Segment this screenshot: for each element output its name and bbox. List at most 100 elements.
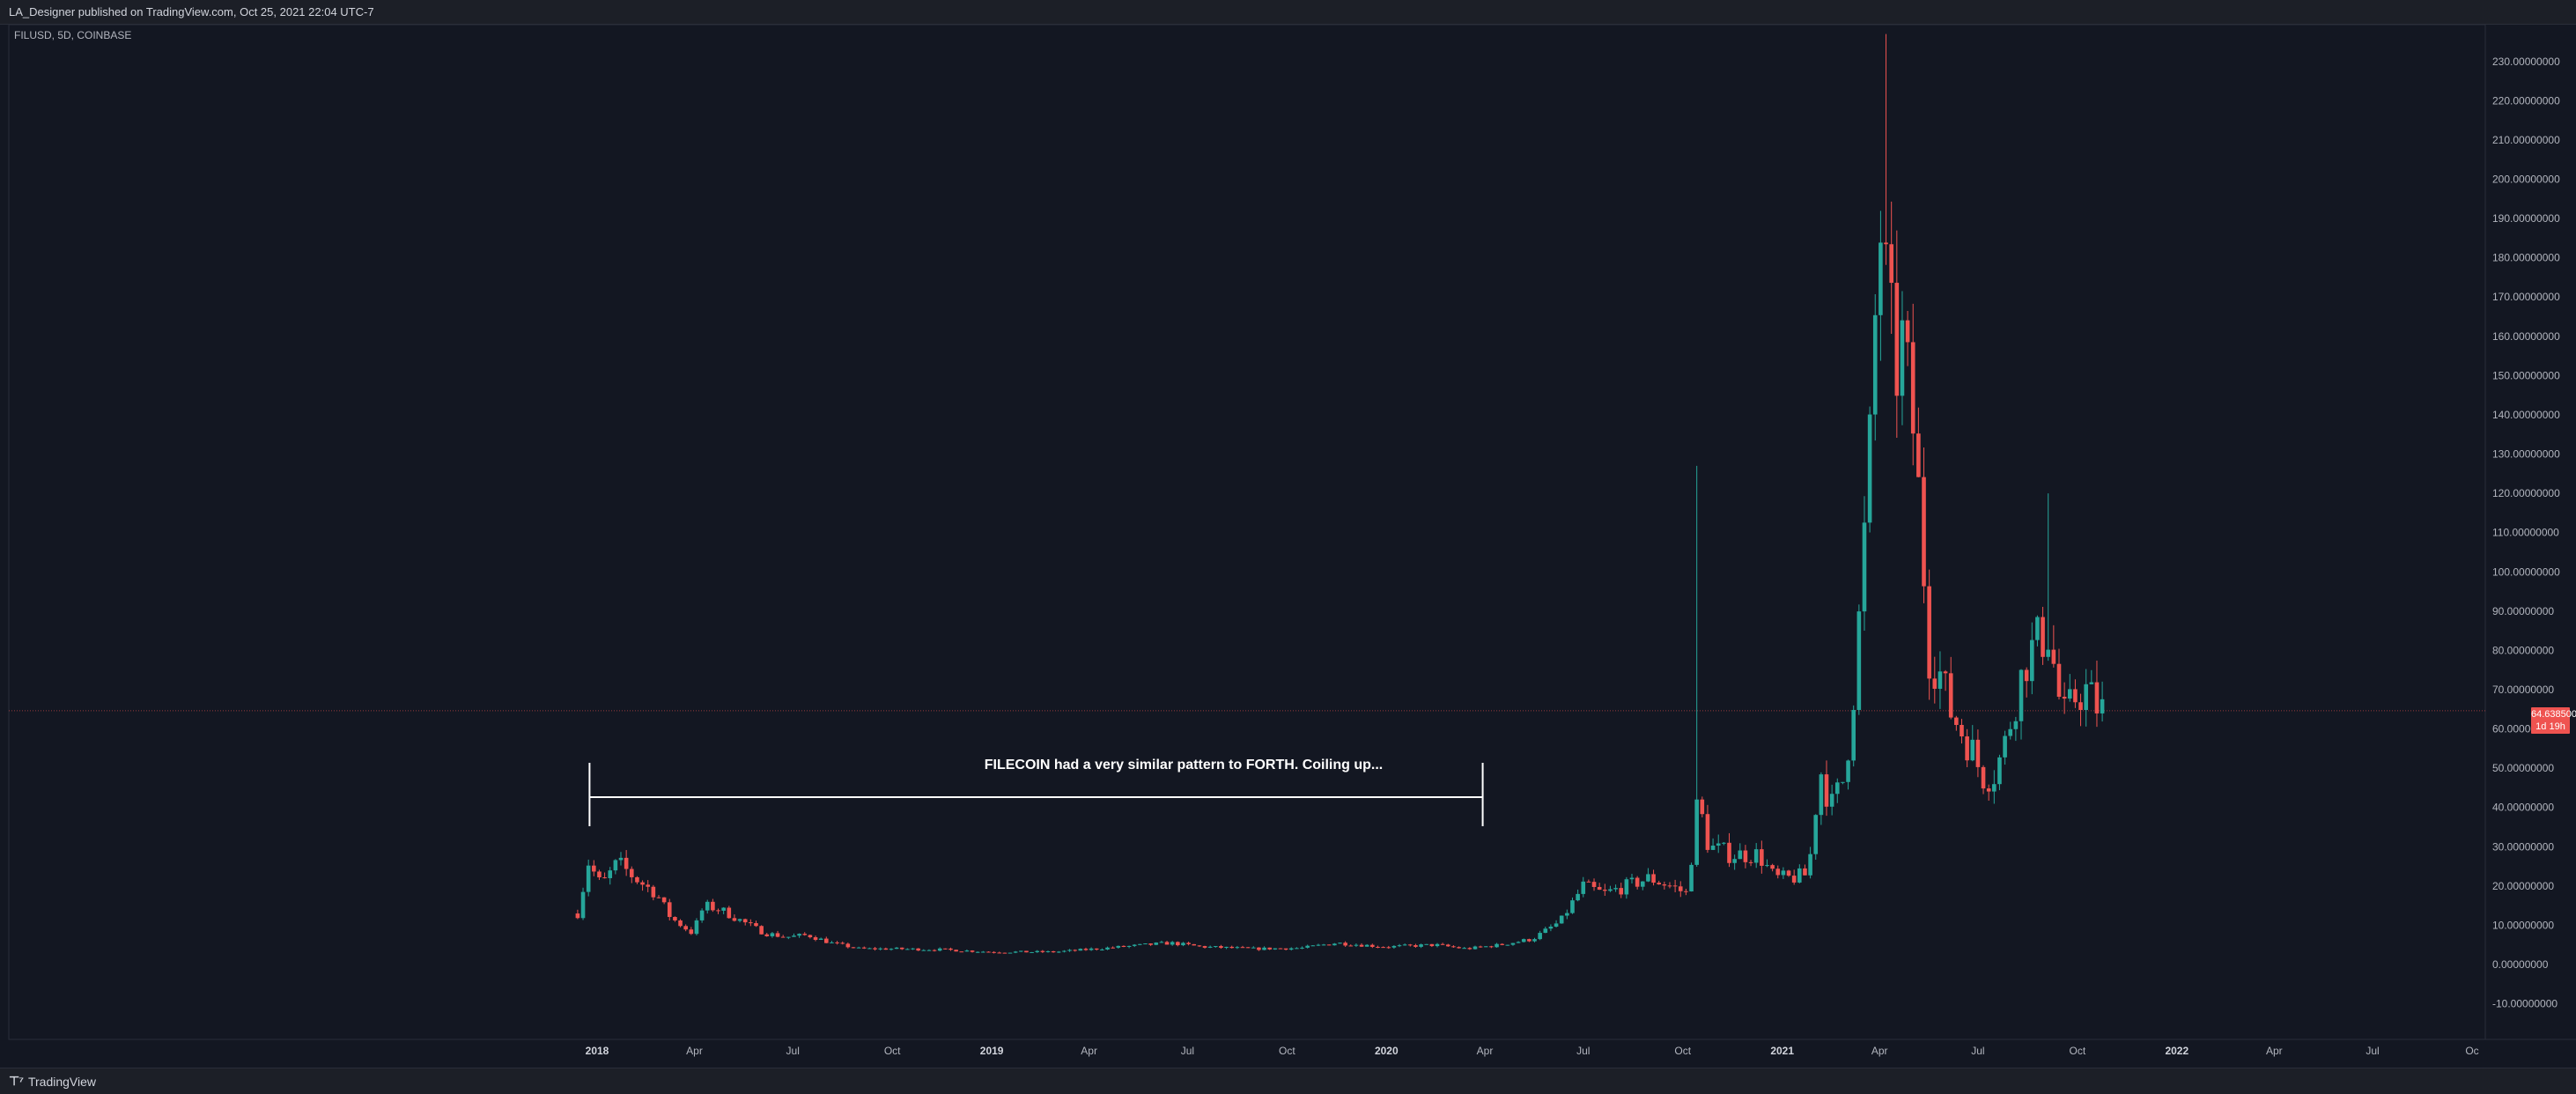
candle-body xyxy=(1851,710,1856,761)
time-tick-label: 2022 xyxy=(2165,1045,2188,1057)
time-tick-label: 2020 xyxy=(1375,1045,1399,1057)
candle-body xyxy=(1078,949,1083,951)
candle-body xyxy=(775,933,780,937)
candle-body xyxy=(802,934,808,935)
candle-body xyxy=(1500,943,1504,945)
candle-body xyxy=(754,923,758,927)
candle-body xyxy=(905,949,910,950)
candle-body xyxy=(851,947,856,949)
candle-body xyxy=(830,942,834,943)
candle-body xyxy=(597,871,602,878)
candle-body xyxy=(678,920,683,927)
candle-body xyxy=(992,951,996,953)
price-tick-label: 30.00000000 xyxy=(2492,840,2554,853)
candle-body xyxy=(786,936,791,938)
candle-body xyxy=(1235,947,1240,949)
price-tick-label: 160.00000000 xyxy=(2492,330,2560,343)
publisher-text: LA_Designer published on TradingView.com… xyxy=(9,5,374,18)
candle-body xyxy=(1532,939,1537,942)
candle-body xyxy=(1116,945,1121,948)
candle-body xyxy=(1570,900,1575,913)
candle-body xyxy=(1288,948,1294,950)
candle-body xyxy=(1478,946,1483,948)
candle-body xyxy=(764,934,770,936)
price-tick-label: 110.00000000 xyxy=(2492,527,2559,539)
candle-body xyxy=(1716,843,1721,846)
candle-body xyxy=(1619,888,1624,895)
candle-body xyxy=(1132,944,1137,946)
candle-body xyxy=(1105,947,1110,950)
candle-body xyxy=(716,910,720,912)
candle-body xyxy=(878,948,882,950)
candle-body xyxy=(2062,697,2067,699)
candle-body xyxy=(1667,885,1672,887)
candle-body xyxy=(1705,814,1710,850)
price-tick-label: 70.00000000 xyxy=(2492,684,2554,696)
tradingview-brand[interactable]: ⊤⁷ TradingView xyxy=(9,1074,96,1089)
candle-body xyxy=(1483,946,1488,948)
candle-body xyxy=(1559,915,1564,924)
candle-body xyxy=(1295,948,1299,950)
candle-body xyxy=(1316,944,1321,946)
candle-body xyxy=(1429,943,1435,947)
candle-body xyxy=(964,950,970,952)
candle-body xyxy=(742,919,748,923)
candle-body xyxy=(1672,885,1678,887)
candle-body xyxy=(1273,948,1278,950)
candle-body xyxy=(1646,874,1650,882)
candle-body xyxy=(873,948,877,950)
candle-body xyxy=(624,857,629,869)
candle-body xyxy=(1846,760,1850,782)
candle-body xyxy=(1965,736,1969,761)
candle-body xyxy=(1629,877,1635,880)
candle-body xyxy=(981,951,985,953)
candle-body xyxy=(1981,766,1986,789)
candle-body xyxy=(1597,886,1602,891)
candle-body xyxy=(705,901,710,911)
price-axis: 230.00000000 220.00000000 210.00000000 200.… xyxy=(2492,55,2560,1010)
candle-body xyxy=(1538,933,1542,940)
candle-body xyxy=(1905,320,1910,343)
candle-body xyxy=(1581,881,1586,894)
candle-body xyxy=(1862,522,1867,612)
candle-body xyxy=(1770,865,1775,869)
candle-body xyxy=(1543,928,1548,934)
candle-body xyxy=(1391,945,1397,948)
candle-body xyxy=(646,884,651,887)
candle-body xyxy=(1326,944,1332,946)
candle-body xyxy=(1364,944,1369,947)
candle-body xyxy=(1229,946,1235,949)
candle-body xyxy=(2008,728,2013,736)
candle-body xyxy=(1111,947,1115,949)
candle-body xyxy=(1927,586,1931,679)
candle-body xyxy=(1872,314,1878,415)
candle-body xyxy=(1986,788,1991,792)
candle-body xyxy=(1894,283,1900,396)
candle-body xyxy=(1164,942,1170,945)
candle-body xyxy=(1565,913,1569,916)
price-tick-label: 20.00000000 xyxy=(2492,880,2554,892)
chart-grid xyxy=(8,24,2576,1040)
price-tick-label: 140.00000000 xyxy=(2492,409,2560,421)
candle-body xyxy=(1824,774,1829,807)
time-tick-label: Apr xyxy=(686,1045,703,1057)
last-price-tag: 64.63850000 1d 19h xyxy=(2531,707,2576,734)
candle-body xyxy=(1338,942,1342,944)
candle-body xyxy=(2024,669,2029,682)
candle-body xyxy=(780,936,786,938)
candle-body xyxy=(883,948,889,950)
candle-body xyxy=(1495,943,1499,948)
candle-body xyxy=(1856,611,1862,711)
candle-body xyxy=(602,877,607,879)
annotation-text: FILECOIN had a very similar pattern to F… xyxy=(984,758,1384,772)
candle-body xyxy=(1910,342,1915,434)
candle-body xyxy=(1192,943,1197,946)
candle-body xyxy=(835,942,839,943)
time-tick-label: Jul xyxy=(2366,1045,2379,1057)
candle-body xyxy=(1603,890,1607,891)
candle-body xyxy=(1154,942,1159,945)
price-tick-label: 80.00000000 xyxy=(2492,644,2554,656)
candle-body xyxy=(1440,943,1445,945)
candle-body xyxy=(1505,944,1510,946)
